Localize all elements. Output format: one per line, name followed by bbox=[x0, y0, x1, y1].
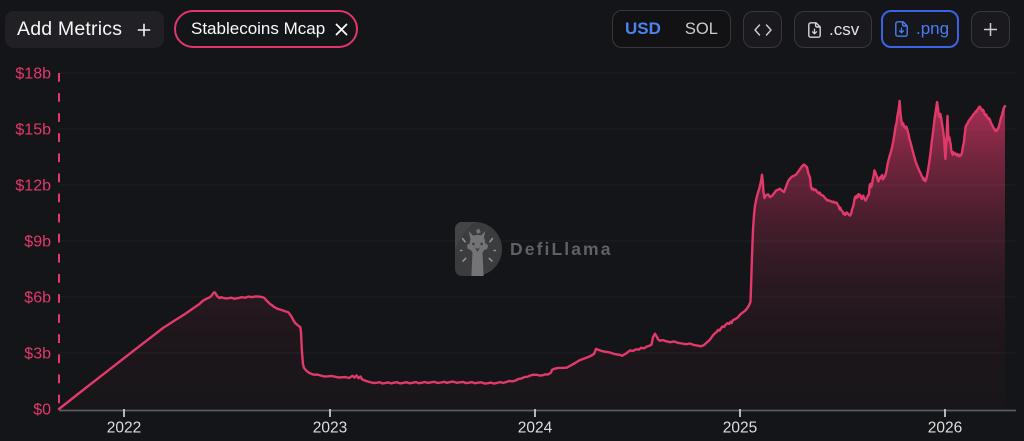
svg-text:2025: 2025 bbox=[723, 420, 757, 437]
svg-text:2023: 2023 bbox=[313, 420, 347, 437]
svg-text:$9b: $9b bbox=[24, 234, 51, 251]
svg-text:$6b: $6b bbox=[24, 290, 51, 307]
svg-text:2022: 2022 bbox=[107, 420, 141, 437]
svg-text:2024: 2024 bbox=[518, 420, 553, 437]
svg-text:$12b: $12b bbox=[15, 178, 51, 195]
svg-text:$0: $0 bbox=[33, 402, 51, 419]
svg-text:$15b: $15b bbox=[15, 122, 51, 139]
svg-text:2026: 2026 bbox=[928, 420, 962, 437]
svg-text:$3b: $3b bbox=[24, 346, 51, 363]
svg-text:DefiLlama: DefiLlama bbox=[510, 239, 613, 259]
svg-text:$18b: $18b bbox=[15, 66, 51, 83]
